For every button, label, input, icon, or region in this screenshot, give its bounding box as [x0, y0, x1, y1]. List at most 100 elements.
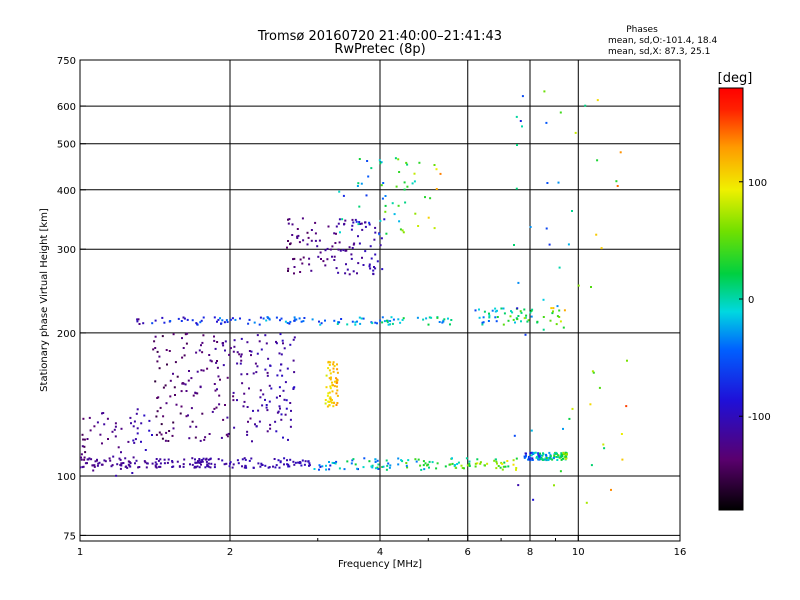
data-point [250, 354, 252, 357]
data-point [228, 465, 231, 468]
data-point [80, 453, 83, 456]
data-point [345, 249, 348, 252]
data-point [82, 438, 85, 441]
data-point [142, 322, 145, 325]
data-point [417, 225, 420, 227]
data-point [439, 172, 442, 175]
data-point [340, 318, 343, 320]
data-point [397, 463, 400, 466]
data-point [191, 457, 194, 460]
data-point [423, 468, 426, 471]
data-point [496, 309, 498, 312]
data-point [155, 458, 158, 460]
data-point [299, 271, 302, 273]
data-point [363, 457, 366, 460]
data-point [577, 284, 580, 287]
data-point [316, 245, 319, 248]
data-point [293, 272, 295, 275]
data-point [515, 187, 518, 190]
data-point [524, 333, 527, 336]
data-point [364, 221, 367, 224]
data-point [327, 361, 330, 364]
data-point [154, 347, 157, 349]
phases-mean-o: mean, sd,O:-101.4, 18.4 [608, 36, 718, 46]
data-point [286, 367, 289, 370]
data-point [501, 463, 504, 465]
data-point [538, 456, 541, 458]
data-point [407, 459, 410, 462]
x-tick-label: 6 [465, 547, 471, 558]
data-point [226, 416, 229, 419]
data-point [114, 425, 117, 428]
data-point [209, 359, 212, 362]
data-point [256, 365, 259, 368]
data-point [288, 322, 291, 325]
data-point [461, 467, 464, 469]
data-point [620, 433, 623, 435]
data-point [364, 225, 367, 228]
data-point [374, 461, 377, 463]
data-point [478, 308, 480, 311]
data-point [293, 257, 296, 260]
data-point [549, 453, 552, 456]
data-point [344, 272, 347, 275]
data-point [285, 407, 288, 410]
data-point [362, 466, 365, 469]
data-point [280, 363, 282, 366]
data-point [553, 455, 556, 458]
data-point [556, 315, 559, 318]
data-point [336, 368, 339, 371]
phases-heading: Phases [626, 25, 658, 35]
data-point [358, 242, 361, 245]
data-point [482, 316, 485, 319]
data-point [214, 347, 217, 350]
data-point [293, 266, 296, 268]
data-point [196, 465, 199, 468]
data-point [541, 454, 544, 457]
data-point [158, 431, 161, 434]
data-point [283, 347, 286, 350]
data-point [329, 385, 332, 388]
data-point [282, 342, 284, 345]
data-point [161, 437, 164, 440]
data-point [356, 320, 358, 323]
data-point [232, 350, 235, 353]
data-point [107, 438, 109, 440]
data-point [222, 418, 225, 421]
data-point [556, 305, 559, 308]
data-point [94, 460, 97, 463]
data-point [530, 454, 533, 457]
data-point [191, 319, 194, 322]
data-point [299, 461, 301, 464]
data-point [213, 466, 216, 469]
data-point [530, 309, 533, 312]
data-point [391, 322, 394, 325]
data-point [354, 218, 357, 221]
grid-lines [80, 60, 680, 541]
data-point [523, 308, 526, 311]
data-point [328, 401, 331, 403]
data-point [331, 381, 333, 384]
data-point [481, 321, 484, 324]
data-point [552, 310, 554, 313]
data-point [171, 434, 174, 437]
data-point [293, 316, 296, 319]
data-point [167, 458, 170, 461]
data-point [554, 452, 557, 455]
data-point [335, 404, 338, 406]
data-point [385, 459, 388, 462]
data-point [111, 430, 114, 433]
data-point [317, 255, 320, 258]
data-point [368, 223, 371, 226]
data-point [240, 373, 243, 376]
data-point [371, 464, 374, 467]
data-point [331, 255, 333, 258]
data-point [460, 464, 463, 467]
data-point [126, 466, 129, 469]
data-point [559, 111, 562, 114]
data-point [404, 201, 407, 204]
data-point [524, 455, 527, 458]
data-point [354, 463, 357, 466]
data-point [567, 243, 570, 246]
data-point [260, 462, 263, 465]
